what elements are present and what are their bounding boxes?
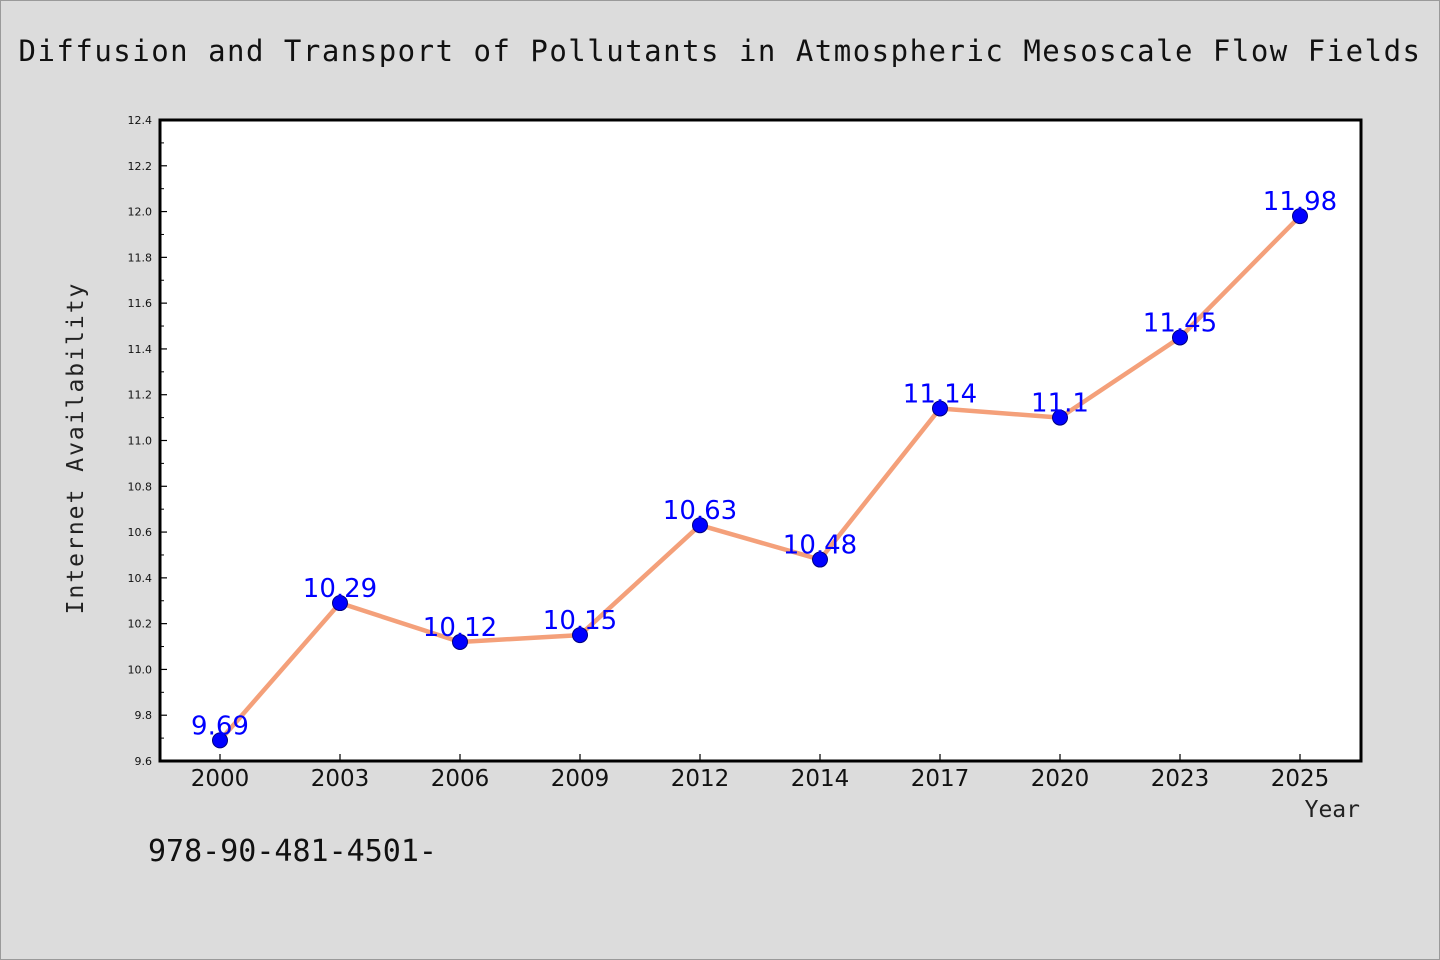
plot-area bbox=[158, 118, 1363, 763]
y-tick-label: 9.8 bbox=[135, 709, 153, 722]
x-tick-label: 2020 bbox=[1031, 766, 1090, 792]
data-point-marker bbox=[1052, 409, 1068, 426]
y-tick-label: 11.2 bbox=[128, 389, 153, 402]
y-tick-label: 11.4 bbox=[128, 343, 153, 356]
data-point-marker bbox=[572, 627, 588, 644]
y-axis-label: Internet Availability bbox=[63, 281, 89, 615]
x-tick-label: 2009 bbox=[551, 766, 610, 792]
series-line bbox=[218, 214, 1302, 742]
data-point-marker bbox=[452, 633, 468, 650]
x-tick-label: 2025 bbox=[1271, 766, 1330, 792]
y-tick-label: 10.8 bbox=[128, 480, 153, 493]
data-label: 11.45 bbox=[1143, 308, 1217, 338]
series-line-group bbox=[212, 208, 1308, 749]
data-label: 10.48 bbox=[783, 531, 857, 561]
data-label: 9.69 bbox=[191, 711, 249, 741]
data-point-marker bbox=[1172, 329, 1188, 346]
x-tick-label: 2017 bbox=[911, 766, 970, 792]
y-tick-label: 11.0 bbox=[128, 435, 153, 448]
chart-title: Diffusion and Transport of Pollutants in… bbox=[18, 34, 1422, 68]
y-tick-label: 12.2 bbox=[128, 160, 153, 173]
data-label: 11.14 bbox=[903, 379, 977, 409]
data-label: 10.29 bbox=[303, 574, 377, 604]
x-tick-label: 2014 bbox=[791, 766, 850, 792]
data-point-marker bbox=[932, 400, 948, 417]
data-label: 10.15 bbox=[543, 606, 617, 636]
data-point-marker bbox=[212, 732, 228, 749]
x-axis: 2000 2003 2006 2009 2012 2014 2017 2020 2023 2025 bbox=[191, 754, 1330, 792]
data-label: 10.63 bbox=[663, 496, 737, 526]
data-point-marker bbox=[1292, 208, 1308, 225]
data-point-marker bbox=[812, 551, 828, 568]
data-point-marker bbox=[692, 517, 708, 534]
data-label: 11.1 bbox=[1031, 389, 1089, 419]
data-labels-group: 9.69 10.29 10.12 10.15 10.63 10.48 11.14 11.1 11… bbox=[191, 187, 1337, 741]
x-axis-label: Year bbox=[1304, 797, 1360, 823]
y-tick-label: 9.6 bbox=[135, 755, 153, 768]
y-tick-label: 11.8 bbox=[128, 251, 153, 264]
y-tick-label: 12.4 bbox=[128, 114, 153, 127]
x-tick-label: 2006 bbox=[431, 766, 490, 792]
x-tick-label: 2012 bbox=[671, 766, 730, 792]
y-axis: 9.6 9.8 10.0 10.2 10.4 10.6 10.8 11.0 11.2 11.4 11… bbox=[128, 114, 167, 768]
y-tick-label: 10.0 bbox=[128, 663, 153, 676]
footer-code: 978-90-481-4501- bbox=[148, 834, 437, 869]
y-tick-label: 10.6 bbox=[128, 526, 153, 539]
y-tick-label: 12.0 bbox=[128, 206, 153, 219]
x-tick-label: 2003 bbox=[311, 766, 370, 792]
data-label: 11.98 bbox=[1263, 187, 1337, 217]
y-tick-label: 10.2 bbox=[128, 618, 153, 631]
x-tick-label: 2023 bbox=[1151, 766, 1210, 792]
data-label: 10.12 bbox=[423, 613, 497, 643]
x-tick-label: 2000 bbox=[191, 766, 250, 792]
y-tick-label: 10.4 bbox=[128, 572, 153, 585]
y-tick-label: 11.6 bbox=[128, 297, 153, 310]
data-point-marker bbox=[332, 595, 348, 612]
